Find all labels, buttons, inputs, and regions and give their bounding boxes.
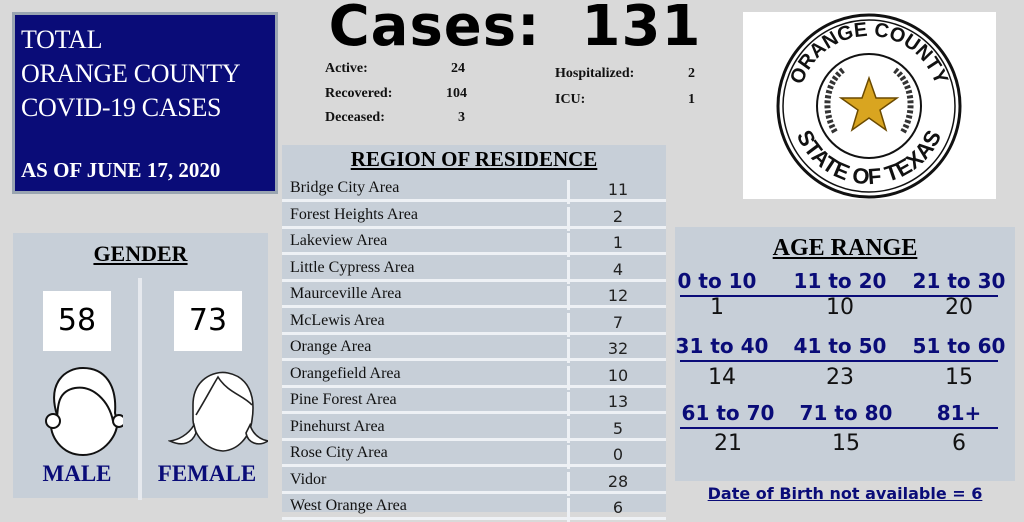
title-line: COVID-19 CASES [21, 93, 222, 122]
age-range-panel: AGE RANGE 0 to 10 1 11 to 20 10 21 to 30 20 31… [675, 227, 1015, 481]
cases-total: 131 [581, 0, 702, 59]
stat-value: 3 [458, 110, 465, 125]
region-name: Rose City Area [290, 444, 388, 461]
region-count: 0 [567, 445, 666, 469]
region-name: McLewis Area [290, 311, 385, 329]
age-range-label: 21 to 30 [912, 269, 1006, 293]
female-count: 73 [174, 291, 242, 351]
stat-label: Recovered: [325, 86, 393, 101]
stat-value: 1 [688, 92, 695, 107]
stat-label: ICU: [555, 92, 586, 107]
region-count: 32 [567, 339, 666, 363]
region-count: 4 [567, 259, 666, 284]
region-row: Vidor 28 [282, 470, 666, 496]
age-range-count: 20 [945, 295, 973, 320]
region-name: Lakeview Area [290, 232, 388, 249]
age-range-label: 41 to 50 [793, 334, 887, 358]
region-row: Pinehurst Area 5 [282, 417, 666, 443]
age-range-label: 31 to 40 [675, 334, 769, 358]
region-row: Lakeview Area 1 [282, 231, 666, 257]
age-range-label: 81+ [936, 401, 982, 425]
gender-panel: GENDER 58 73 MALE FEMALE [13, 233, 268, 500]
region-name: Little Cypress Area [290, 258, 415, 276]
title-box: TOTAL ORANGE COUNTY COVID-19 CASES AS OF… [12, 12, 278, 194]
region-row: West Orange Area 6 [282, 496, 666, 522]
age-range-count: 14 [708, 365, 736, 390]
gender-title: GENDER [93, 241, 188, 266]
region-row: Maurceville Area 12 [282, 284, 666, 310]
age-range-count: 1 [710, 295, 724, 320]
region-count: 1 [567, 233, 666, 257]
region-count: 5 [567, 418, 666, 443]
age-range-count: 21 [714, 431, 742, 456]
region-name: Forest Heights Area [290, 205, 418, 223]
dob-footnote: Date of Birth not available = 6 [707, 484, 983, 503]
age-underline [680, 295, 998, 297]
title-line: ORANGE COUNTY [21, 59, 241, 88]
region-count: 12 [567, 286, 666, 310]
male-count: 58 [43, 291, 111, 351]
total-cases: Cases: 131 [300, 0, 730, 59]
region-name: Orange Area [290, 338, 372, 355]
female-face-icon [168, 371, 268, 452]
region-count: 10 [567, 365, 666, 390]
region-row: Little Cypress Area 4 [282, 258, 666, 284]
age-range-count: 15 [832, 431, 860, 456]
age-range-label: 61 to 70 [681, 401, 775, 425]
region-name: Maurceville Area [290, 285, 402, 302]
region-row: Orange Area 32 [282, 337, 666, 363]
stat-value: 104 [446, 86, 467, 101]
age-title: AGE RANGE [772, 235, 918, 261]
male-label: MALE [42, 461, 112, 486]
region-count: 11 [567, 180, 666, 204]
female-label: FEMALE [157, 461, 257, 486]
age-underline [680, 427, 998, 429]
region-count: 7 [567, 312, 666, 337]
stat-value: 2 [688, 66, 695, 81]
region-row: Orangefield Area 10 [282, 364, 666, 390]
region-row: Forest Heights Area 2 [282, 205, 666, 231]
stat-label: Deceased: [325, 110, 385, 125]
title-line: TOTAL [21, 25, 103, 54]
age-range-count: 10 [826, 295, 854, 320]
stat-value: 24 [451, 61, 465, 76]
region-row: Rose City Area 0 [282, 443, 666, 469]
stat-label: Hospitalized: [555, 66, 635, 81]
region-name: Pine Forest Area [290, 391, 397, 408]
age-range-label: 0 to 10 [677, 269, 757, 293]
region-count: 28 [567, 471, 666, 496]
age-range-label: 51 to 60 [912, 334, 1006, 358]
region-row: Pine Forest Area 13 [282, 390, 666, 416]
as-of-date: AS OF JUNE 17, 2020 [21, 158, 221, 182]
age-range-count: 15 [945, 365, 973, 390]
region-count: 2 [567, 206, 666, 231]
region-title: REGION OF RESIDENCE [350, 147, 598, 171]
region-panel: REGION OF RESIDENCE Bridge City Area 11 Fo… [282, 145, 666, 522]
age-range-count: 6 [952, 431, 966, 456]
region-count: 13 [567, 392, 666, 416]
age-range-label: 71 to 80 [799, 401, 893, 425]
region-row: Bridge City Area 11 [282, 178, 666, 204]
region-count: 6 [567, 498, 666, 522]
age-range-count: 23 [826, 365, 854, 390]
age-underline [680, 360, 998, 362]
region-name: West Orange Area [290, 497, 407, 514]
region-name: Pinehurst Area [290, 417, 385, 435]
county-seal-logo: ORANGE COUNTY STATE OF TEXAS [743, 12, 996, 199]
region-name: Orangefield Area [290, 364, 401, 382]
cases-label: Cases: [328, 0, 541, 59]
region-name: Bridge City Area [290, 179, 400, 196]
male-face-icon [45, 366, 123, 457]
stat-label: Active: [325, 61, 368, 76]
region-name: Vidor [290, 470, 327, 488]
region-row: McLewis Area 7 [282, 311, 666, 337]
age-range-label: 11 to 20 [793, 269, 887, 293]
gender-divider [138, 278, 142, 500]
